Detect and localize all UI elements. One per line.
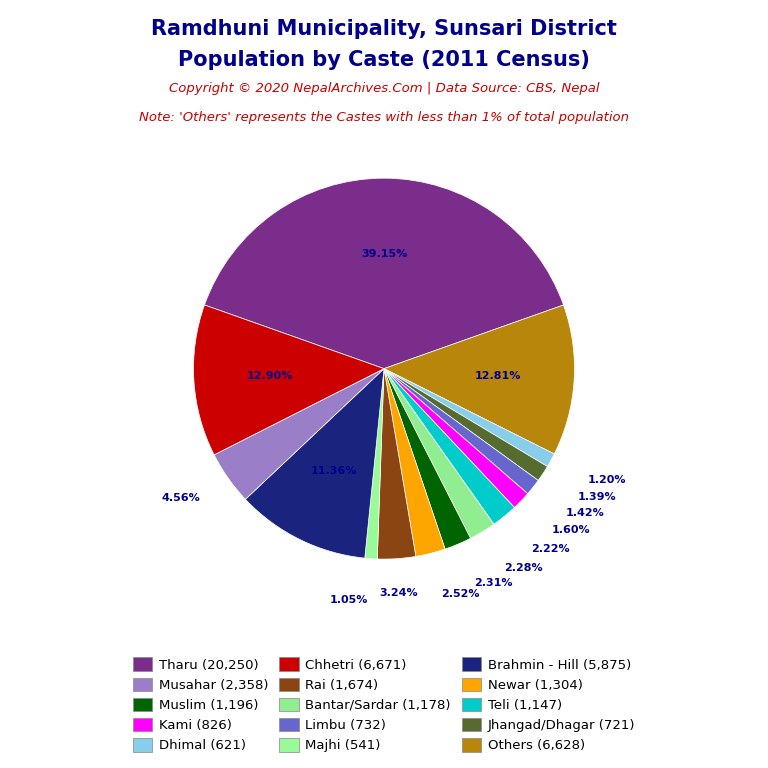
Text: 2.31%: 2.31% <box>475 578 513 588</box>
Text: 1.05%: 1.05% <box>329 595 368 605</box>
Text: 1.42%: 1.42% <box>566 508 604 518</box>
Text: Population by Caste (2011 Census): Population by Caste (2011 Census) <box>178 50 590 70</box>
Wedge shape <box>384 369 548 481</box>
Text: 3.24%: 3.24% <box>379 588 419 598</box>
Text: Copyright © 2020 NepalArchives.Com | Data Source: CBS, Nepal: Copyright © 2020 NepalArchives.Com | Dat… <box>169 82 599 95</box>
Wedge shape <box>384 369 554 466</box>
Text: 1.60%: 1.60% <box>551 525 590 535</box>
Text: Note: 'Others' represents the Castes with less than 1% of total population: Note: 'Others' represents the Castes wit… <box>139 111 629 124</box>
Wedge shape <box>384 369 538 494</box>
Wedge shape <box>194 305 384 455</box>
Text: 1.20%: 1.20% <box>588 475 626 485</box>
Text: 12.90%: 12.90% <box>247 371 293 381</box>
Wedge shape <box>384 369 494 538</box>
Text: 12.81%: 12.81% <box>475 371 521 381</box>
Wedge shape <box>384 369 515 525</box>
Text: Ramdhuni Municipality, Sunsari District: Ramdhuni Municipality, Sunsari District <box>151 19 617 39</box>
Wedge shape <box>384 305 574 454</box>
Text: 2.52%: 2.52% <box>441 589 479 599</box>
Wedge shape <box>384 369 528 508</box>
Wedge shape <box>384 369 445 557</box>
Wedge shape <box>384 369 471 549</box>
Text: 11.36%: 11.36% <box>310 466 356 476</box>
Wedge shape <box>365 369 384 559</box>
Text: 39.15%: 39.15% <box>361 250 407 260</box>
Text: 2.22%: 2.22% <box>531 544 570 554</box>
Wedge shape <box>204 178 564 369</box>
Wedge shape <box>214 369 384 499</box>
Wedge shape <box>377 369 415 559</box>
Text: 1.39%: 1.39% <box>578 492 617 502</box>
Text: 4.56%: 4.56% <box>161 493 200 503</box>
Wedge shape <box>246 369 384 558</box>
Legend: Tharu (20,250), Musahar (2,358), Muslim (1,196), Kami (826), Dhimal (621), Chhet: Tharu (20,250), Musahar (2,358), Muslim … <box>127 652 641 757</box>
Text: 2.28%: 2.28% <box>504 562 543 573</box>
